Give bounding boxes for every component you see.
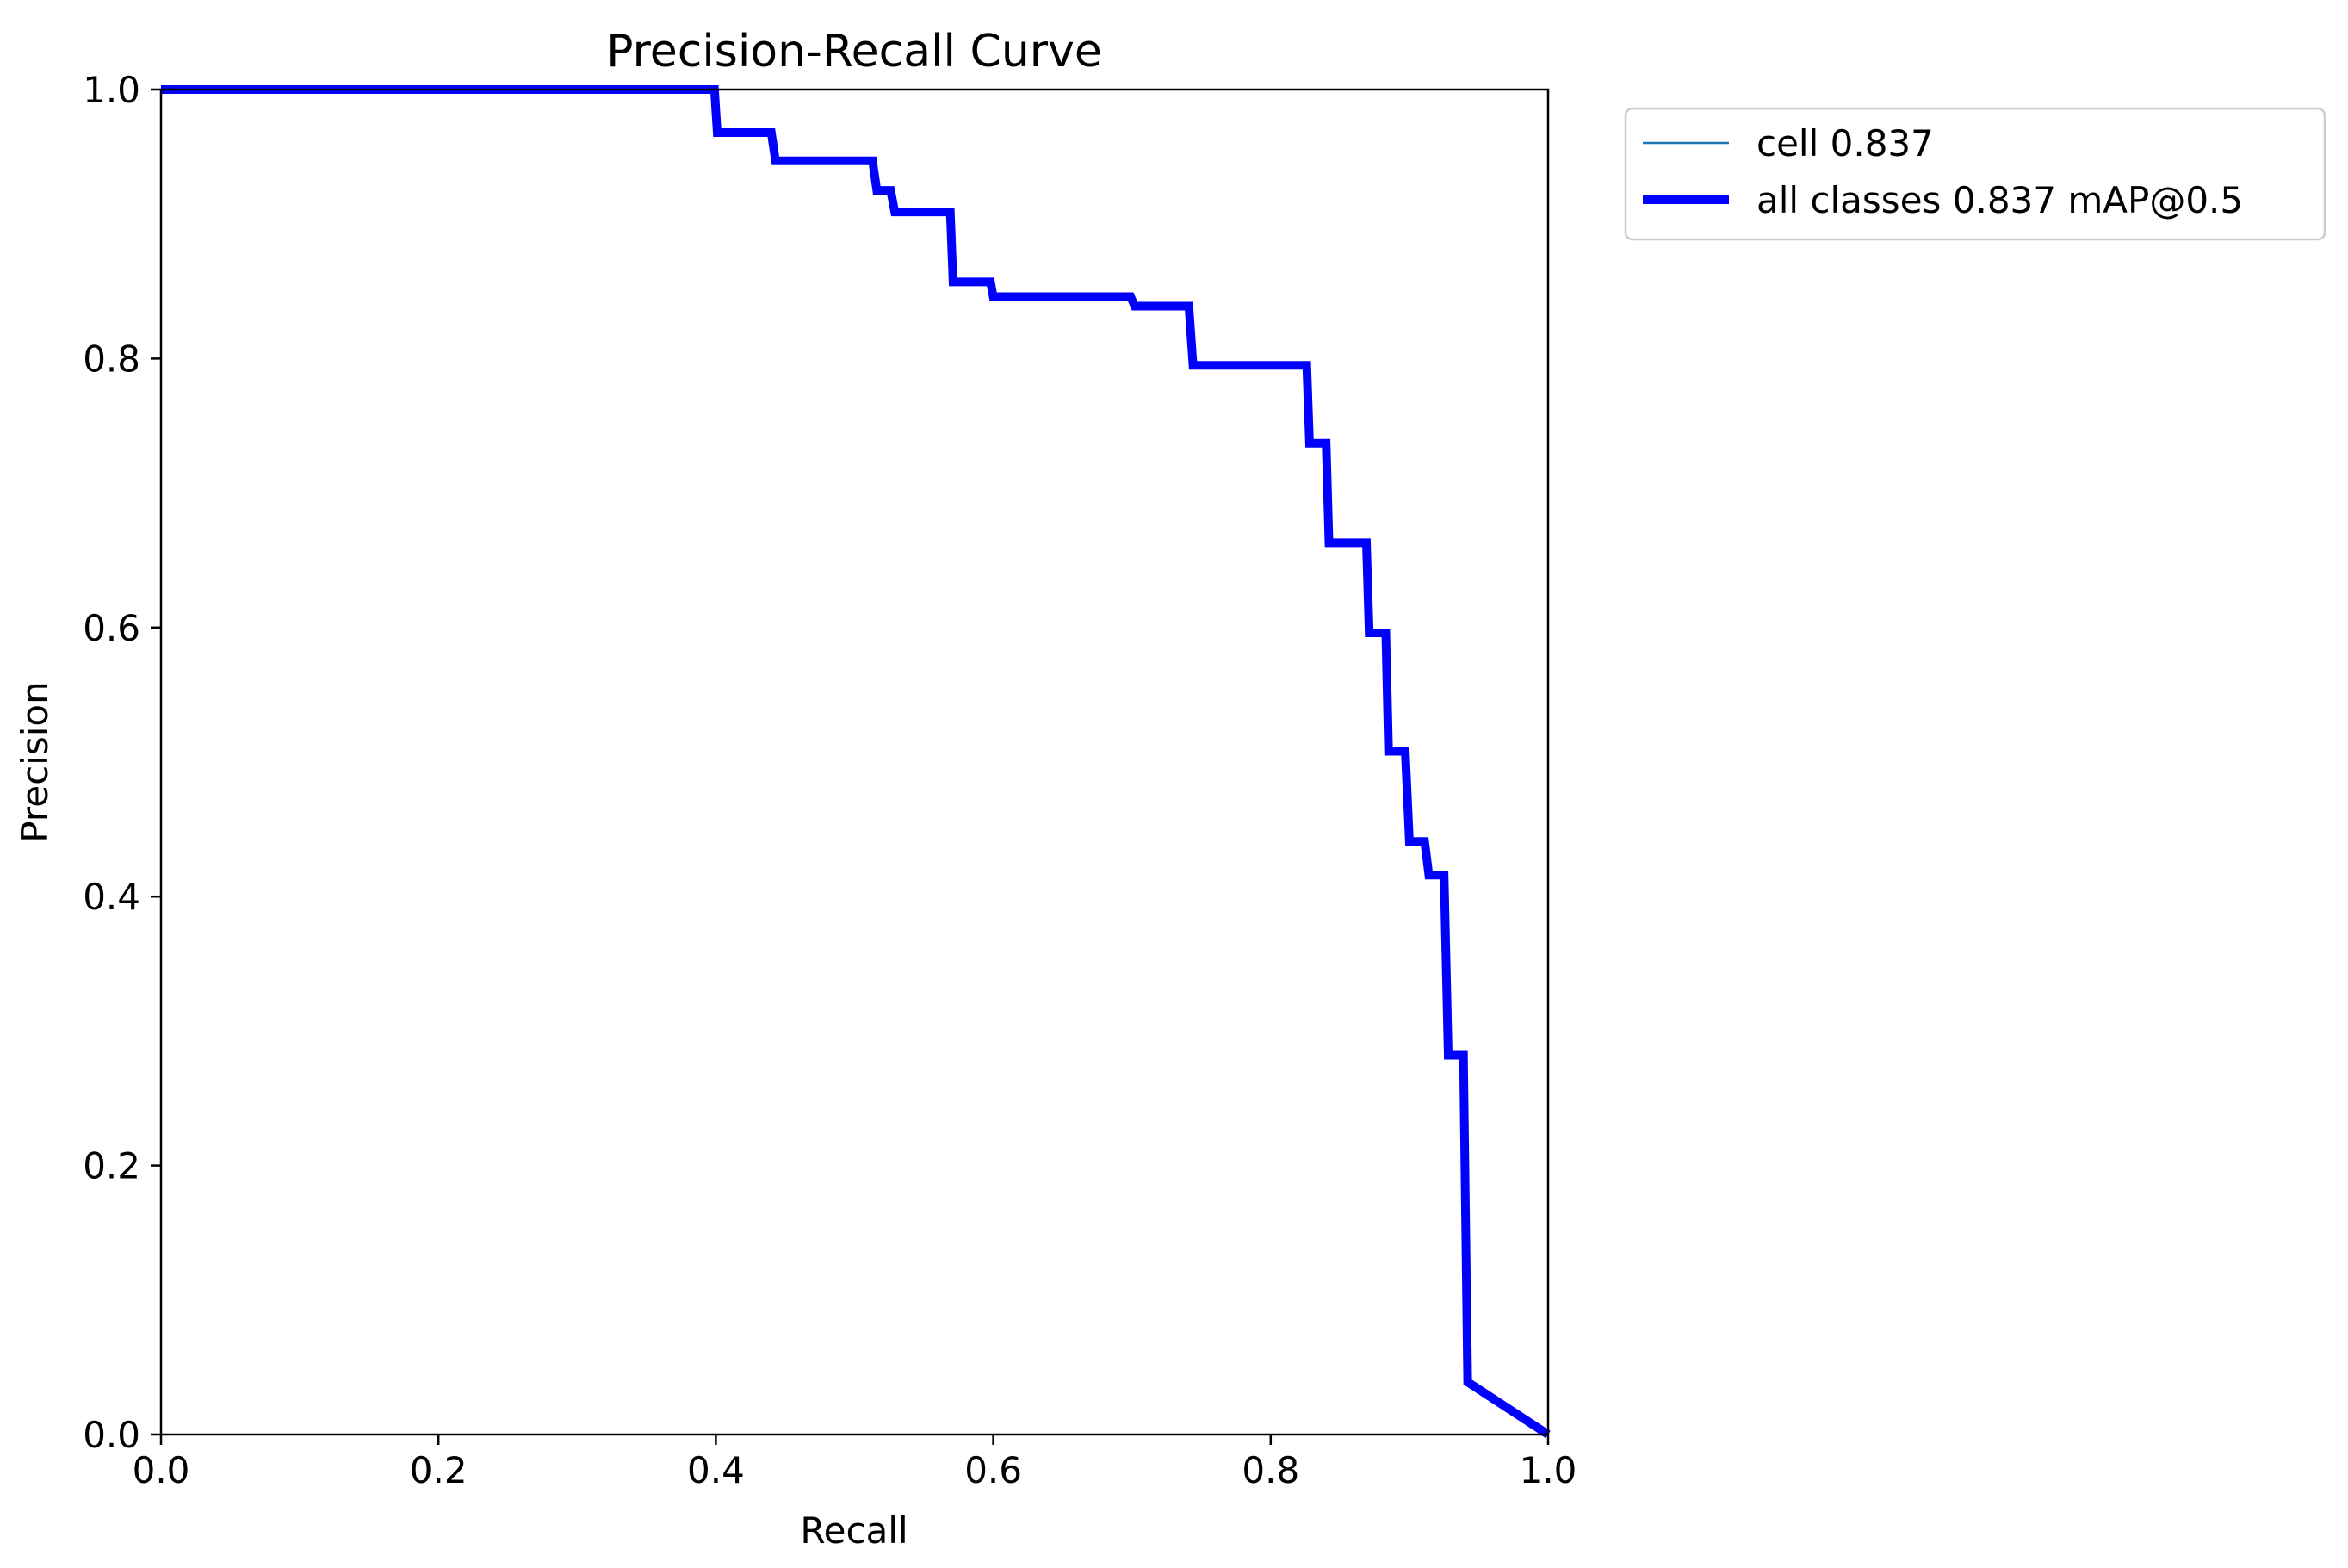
legend: cell 0.837 all classes 0.837 mAP@0.5 (1624, 107, 2326, 241)
plot-frame (159, 88, 1550, 1436)
x-tick-label: 0.0 (133, 1449, 190, 1491)
x-tick-label: 0.6 (964, 1449, 1022, 1491)
x-axis-ticks: 0.0 0.2 0.4 0.6 0.8 1.0 (133, 1435, 1577, 1491)
y-tick-label: 0.6 (83, 607, 140, 649)
x-axis-label: Recall (800, 1509, 908, 1552)
y-tick-label: 0.8 (83, 338, 140, 380)
legend-box (1624, 107, 2326, 241)
legend-label-cell: cell 0.837 (1756, 122, 1934, 164)
legend-label-all-classes: all classes 0.837 mAP@0.5 (1756, 179, 2243, 221)
y-axis-ticks: 0.0 0.2 0.4 0.6 0.8 1.0 (83, 69, 161, 1456)
series-line-all-classes (161, 85, 1551, 1439)
series-layer (161, 85, 1551, 1439)
x-tick-label: 1.0 (1520, 1449, 1577, 1491)
x-tick-label: 0.4 (687, 1449, 745, 1491)
x-tick-label: 0.8 (1242, 1449, 1299, 1491)
y-tick-label: 0.4 (83, 876, 140, 918)
y-tick-label: 0.2 (83, 1145, 140, 1187)
x-tick-label: 0.2 (410, 1449, 468, 1491)
y-tick-label: 0.0 (83, 1414, 140, 1456)
chart-title: Precision-Recall Curve (606, 26, 1102, 77)
y-axis-label: Precision (14, 681, 56, 842)
y-tick-label: 1.0 (83, 69, 140, 111)
